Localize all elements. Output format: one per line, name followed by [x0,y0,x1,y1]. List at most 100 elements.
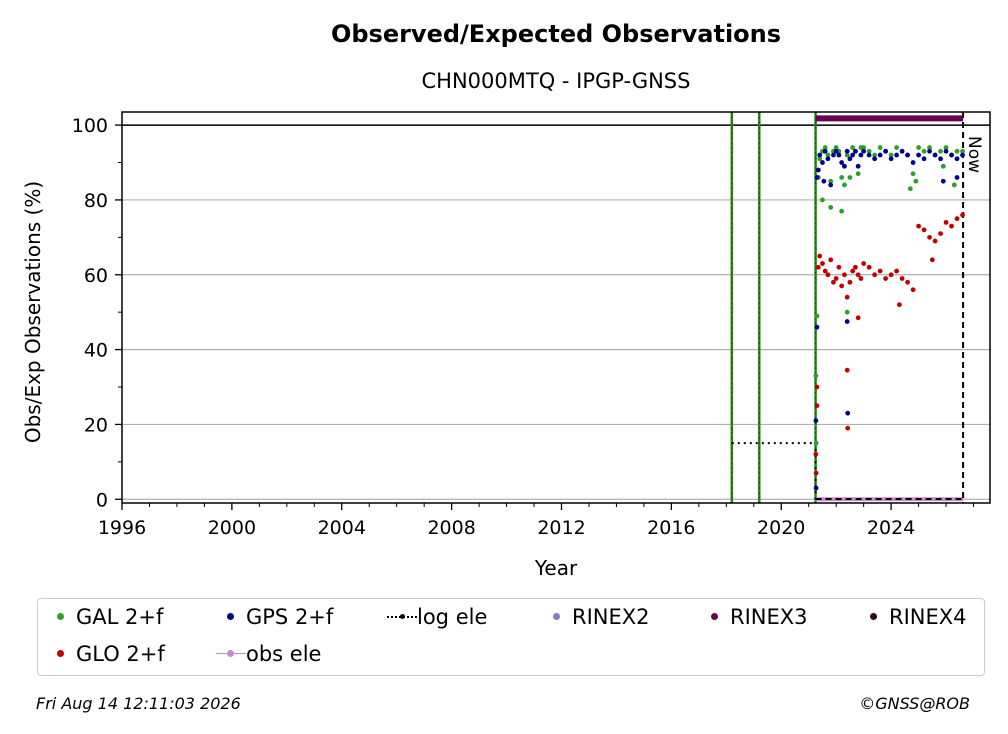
data-point [839,160,845,165]
data-point [894,145,900,150]
data-point [883,276,889,281]
data-point [888,152,894,158]
data-point [861,261,867,266]
x-tick-label: 2024 [867,517,915,539]
data-point [943,219,949,225]
data-point [817,156,823,162]
data-point [888,272,894,278]
legend-label-rinex4: RINEX4 [889,605,967,629]
data-point [815,167,821,173]
data-point [916,145,921,150]
data-point [836,152,842,158]
gps-marker-icon [216,607,246,627]
data-point [921,227,927,233]
legend-item-log-ele: log ele [387,605,487,629]
data-point [888,156,894,162]
data-point [855,272,861,278]
data-point [932,152,938,158]
data-point [839,283,845,289]
data-point [866,264,872,270]
data-point [853,148,858,154]
data-point [853,264,858,270]
data-point [828,205,834,210]
data-point [921,156,927,162]
data-point [821,178,827,184]
data-point [833,145,839,150]
data-point [894,152,900,158]
data-point [938,148,943,154]
series-glo [813,212,965,476]
data-point [833,276,839,281]
data-point [839,208,845,214]
gal-marker-icon [46,607,76,627]
data-point [943,148,949,154]
chart-subtitle: CHN000MTQ - IPGP-GNSS [422,69,691,93]
data-point [822,268,828,274]
data-point [855,171,861,177]
data-point [894,268,900,274]
data-point [836,264,842,270]
x-tick-label: 2000 [208,517,256,539]
rinex4-marker-icon [859,607,889,627]
data-point [828,178,834,184]
x-tick-label: 2012 [537,517,585,539]
data-point [872,152,878,158]
glo-marker-icon [46,644,76,664]
chart-title: Observed/Expected Observations [331,20,781,48]
data-point [905,152,910,158]
data-point [861,148,867,154]
data-point [820,197,825,203]
legend-item-obs-ele: obs ele [216,642,321,666]
data-point [842,272,847,278]
data-point [831,152,836,158]
data-point [825,156,831,162]
footer-credit: ©GNSS@ROB [859,694,970,713]
data-point [910,160,916,165]
data-point [940,163,946,169]
y-tick-label: 40 [84,340,108,362]
rinex3-marker-icon [700,607,730,627]
data-point [913,178,919,184]
data-point [877,152,883,158]
data-point [916,223,921,229]
data-point [844,319,850,324]
x-tick-label: 2020 [757,517,805,539]
data-point [817,152,823,158]
data-point [858,152,864,158]
data-point [813,485,819,491]
data-point [899,148,905,154]
footer-timestamp: Fri Aug 14 12:11:03 2026 [36,694,241,713]
data-point [949,223,954,229]
data-point [847,175,853,180]
data-point [877,145,883,150]
data-point [927,234,932,240]
data-point [822,148,828,154]
y-tick-label: 80 [84,190,108,212]
x-axis-label: Year [534,556,578,580]
data-point [842,163,847,169]
data-point [844,148,850,154]
data-point [850,152,856,158]
data-point [833,148,839,154]
data-point [954,175,960,180]
data-point [927,145,932,150]
data-point [872,272,878,278]
data-point [814,324,820,330]
data-point [954,156,960,162]
data-point [814,384,820,390]
data-point [943,145,949,150]
data-point [921,148,927,154]
series-gps [813,148,965,491]
legend-label-gps: GPS 2+f [246,605,334,629]
data-point [858,276,864,281]
data-point [813,470,819,476]
data-point [847,156,853,162]
data-point [883,148,889,154]
legend-item-rinex3: RINEX3 [700,605,808,629]
data-point [839,175,845,180]
y-axis-label: Obs/Exp Observations (%) [21,181,45,443]
data-point [847,279,853,285]
data-point [850,145,856,150]
chart-svg: 0 20 40 60 80 100 1996 2000 2004 2008 2012 2016 2020… [21,20,991,580]
data-point [899,276,905,281]
